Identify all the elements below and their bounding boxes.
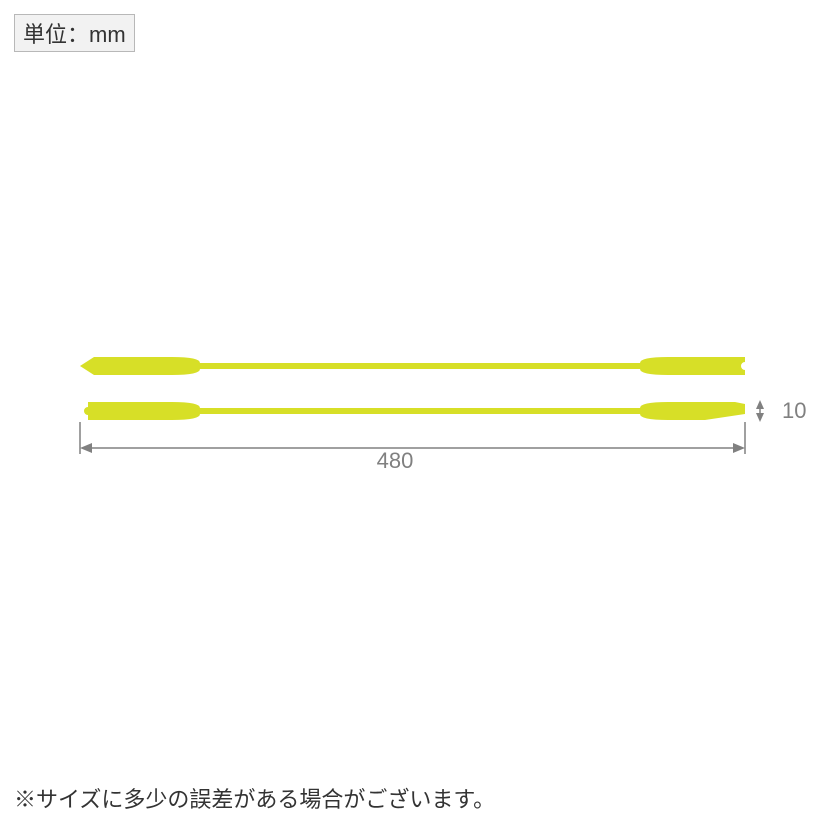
size-disclaimer: ※サイズに多少の誤差がある場合がございます。 bbox=[14, 782, 495, 814]
height-dimension: 10 bbox=[756, 398, 806, 423]
product-strip-top bbox=[80, 357, 745, 375]
width-dimension: 480 bbox=[80, 422, 745, 473]
width-value: 480 bbox=[377, 448, 414, 473]
height-value: 10 bbox=[782, 398, 806, 423]
product-strip-bottom bbox=[84, 402, 745, 420]
dimension-diagram: 480 10 bbox=[0, 0, 830, 830]
